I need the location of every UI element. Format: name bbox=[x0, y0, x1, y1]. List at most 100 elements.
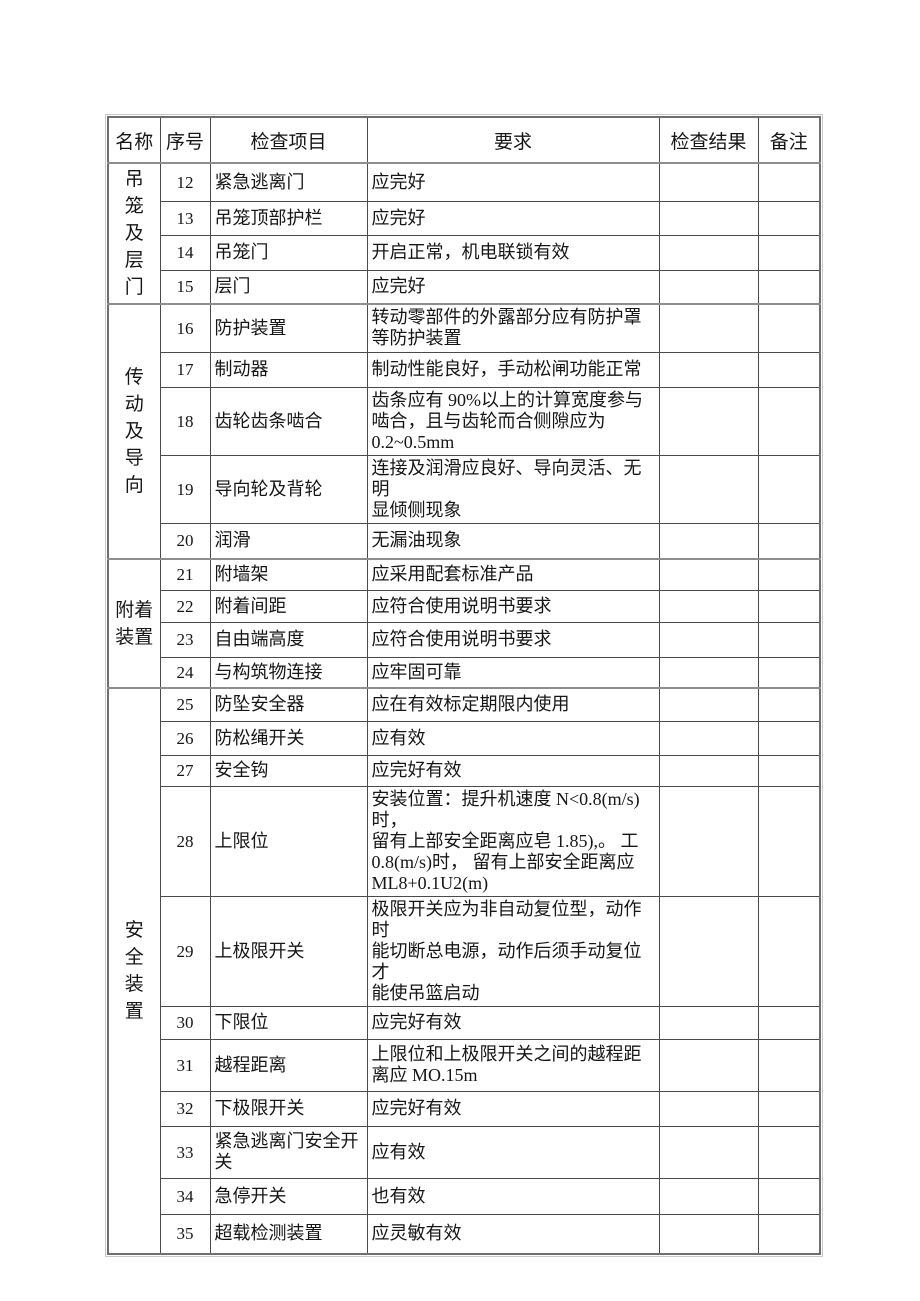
item-name-text: 超载检测装置 bbox=[214, 1223, 323, 1244]
row-number-text: 33 bbox=[176, 1142, 194, 1162]
row-number-text: 26 bbox=[176, 728, 194, 748]
row-number: 15 bbox=[159, 269, 211, 305]
col-header-no: 序号 bbox=[159, 116, 211, 164]
requirement-text: 连接及润滑应良好、导向灵活、无明 显倾侧现象 bbox=[366, 454, 660, 524]
item-name-text: 紧急逃离门 bbox=[214, 171, 305, 192]
row-number: 30 bbox=[159, 1005, 211, 1040]
group-name-label: 附着装置 bbox=[115, 599, 154, 648]
item-name: 制动器 bbox=[209, 351, 368, 388]
row-number-text: 17 bbox=[176, 360, 194, 379]
item-name: 防松绳开关 bbox=[209, 720, 368, 756]
row-number: 16 bbox=[159, 303, 211, 353]
result-value bbox=[658, 454, 759, 524]
group-name-label: 安全装置 bbox=[124, 920, 144, 1022]
requirement-text-text: 应在有效标定期限内使用 bbox=[371, 694, 570, 715]
note-value bbox=[757, 558, 821, 591]
table-header: 名称 序号 检查项目 要求 检查结果 备注 bbox=[107, 116, 821, 164]
group-name-label: 吊笼及层门 bbox=[124, 169, 144, 298]
requirement-text: 应完好有效 bbox=[366, 1005, 660, 1040]
row-number-text: 23 bbox=[176, 630, 194, 649]
note-value bbox=[757, 656, 821, 689]
table-row: 34 急停开关 也有效 bbox=[108, 1177, 821, 1215]
result-value bbox=[658, 1213, 759, 1255]
col-header-note: 备注 bbox=[757, 116, 821, 164]
item-name-text: 下极限开关 bbox=[214, 1098, 305, 1118]
item-name: 急停开关 bbox=[209, 1177, 368, 1215]
row-number-text: 16 bbox=[176, 318, 194, 338]
item-name: 吊笼门 bbox=[209, 234, 368, 271]
requirement-text: 齿条应有 90%以上的计算宽度参与 啮合，且与齿轮而合侧隙应为 0.2~0.5m… bbox=[366, 386, 660, 456]
row-number: 21 bbox=[159, 558, 211, 591]
requirement-text-text: 也有效 bbox=[371, 1185, 426, 1206]
note-value bbox=[757, 895, 821, 1007]
item-name-text: 安全钩 bbox=[214, 760, 269, 780]
note-value bbox=[757, 303, 821, 353]
result-value bbox=[658, 162, 759, 202]
note-value bbox=[757, 454, 821, 524]
table-row: 27 安全钩 应完好有效 bbox=[108, 754, 821, 787]
item-name: 防护装置 bbox=[209, 303, 368, 353]
note-value bbox=[757, 785, 821, 897]
item-name: 越程距离 bbox=[209, 1038, 368, 1092]
inspection-checklist-table: 名称 序号 检查项目 要求 检查结果 备注 吊笼及层门 12 紧急逃离门 应完好 13 吊… bbox=[105, 114, 823, 1257]
row-number: 28 bbox=[159, 785, 211, 897]
result-value bbox=[658, 1177, 759, 1215]
item-name: 下限位 bbox=[209, 1005, 368, 1040]
row-number-text: 22 bbox=[176, 596, 194, 616]
result-value bbox=[658, 895, 759, 1007]
result-value bbox=[658, 621, 759, 658]
col-header-requirement: 要求 bbox=[366, 116, 660, 164]
note-value bbox=[757, 687, 821, 722]
note-value bbox=[757, 1177, 821, 1215]
item-name-text: 与构筑物连接 bbox=[214, 661, 323, 682]
row-number-text: 15 bbox=[176, 277, 194, 297]
item-name: 导向轮及背轮 bbox=[209, 454, 368, 524]
row-number: 17 bbox=[159, 351, 211, 388]
result-value bbox=[658, 754, 759, 787]
requirement-text: 应符合使用说明书要求 bbox=[366, 589, 660, 623]
requirement-text: 应在有效标定期限内使用 bbox=[366, 687, 660, 722]
requirement-text: 也有效 bbox=[366, 1177, 660, 1215]
row-number: 25 bbox=[159, 687, 211, 722]
result-value bbox=[658, 785, 759, 897]
row-number-text: 32 bbox=[176, 1099, 194, 1118]
table-row: 22 附着间距 应符合使用说明书要求 bbox=[108, 589, 821, 623]
requirement-text-text: 上限位和上极限开关之间的越程距 离应 MO.15m bbox=[371, 1044, 642, 1085]
table-row: 17 制动器 制动性能良好，手动松闸功能正常 bbox=[108, 351, 821, 388]
note-value bbox=[757, 1125, 821, 1179]
requirement-text: 应完好 bbox=[366, 162, 660, 202]
requirement-text: 上限位和上极限开关之间的越程距 离应 MO.15m bbox=[366, 1038, 660, 1092]
result-value bbox=[658, 656, 759, 689]
row-number-text: 24 bbox=[176, 662, 194, 682]
note-value bbox=[757, 621, 821, 658]
row-number: 26 bbox=[159, 720, 211, 756]
requirement-text: 应符合使用说明书要求 bbox=[366, 621, 660, 658]
note-value bbox=[757, 1005, 821, 1040]
row-number: 31 bbox=[159, 1038, 211, 1092]
row-number: 13 bbox=[159, 200, 211, 236]
requirement-text: 应完好 bbox=[366, 269, 660, 305]
requirement-text: 应完好有效 bbox=[366, 1090, 660, 1127]
result-value bbox=[658, 234, 759, 271]
requirement-text-text: 应完好有效 bbox=[371, 760, 462, 780]
requirement-text-text: 安装位置：提升机速度 N<0.8(m/s)时， 留有上部安全距离应皂 1.85)… bbox=[371, 788, 640, 893]
group-name-cell: 传动及导向 bbox=[107, 303, 161, 560]
result-value bbox=[658, 522, 759, 560]
requirement-text-text: 应完好 bbox=[371, 207, 426, 228]
note-value bbox=[757, 386, 821, 456]
table-row: 32 下极限开关 应完好有效 bbox=[108, 1090, 821, 1127]
row-number-text: 21 bbox=[176, 565, 194, 585]
group-name-cell: 安全装置 bbox=[107, 687, 161, 1255]
row-number-text: 20 bbox=[176, 531, 194, 551]
result-value bbox=[658, 269, 759, 305]
item-name: 下极限开关 bbox=[209, 1090, 368, 1127]
item-name: 超载检测装置 bbox=[209, 1213, 368, 1255]
note-value bbox=[757, 269, 821, 305]
requirement-text-text: 应完好 bbox=[371, 171, 426, 192]
requirement-text: 应有效 bbox=[366, 1125, 660, 1179]
note-value bbox=[757, 1213, 821, 1255]
result-value bbox=[658, 687, 759, 722]
row-number: 14 bbox=[159, 234, 211, 271]
item-name-text: 上限位 bbox=[214, 830, 269, 851]
item-name: 紧急逃离门安全开 关 bbox=[209, 1125, 368, 1179]
